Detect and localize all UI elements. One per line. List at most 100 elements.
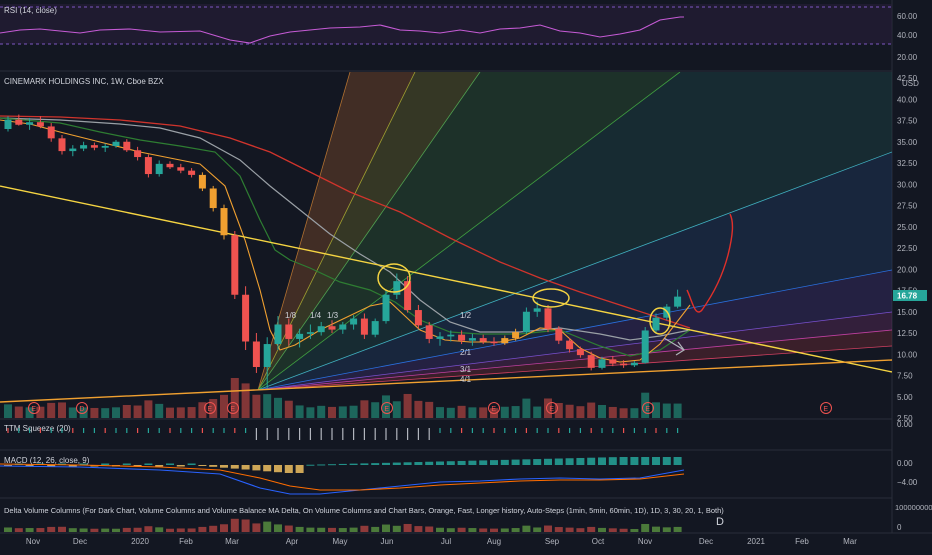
macd-hist-bar [79, 463, 88, 465]
delta-volume-bar [392, 525, 401, 532]
volume-bar [662, 403, 671, 418]
delta-volume-bar [155, 527, 164, 532]
gann-ray-2 [257, 72, 416, 391]
squeeze-pane: TTM Squeeze (20) 0.00 [4, 420, 913, 440]
delta-volume-bar [349, 527, 358, 532]
volume-bar [306, 407, 315, 418]
candle-body [544, 308, 552, 329]
gann-label: 3/1 [460, 365, 472, 374]
earnings-marker-label: E [645, 406, 650, 413]
volume-bar [263, 394, 272, 418]
delta-volume-bar [576, 528, 585, 532]
earnings-marker-label: E [31, 406, 36, 413]
earnings-marker[interactable] [642, 402, 654, 414]
time-tick: Nov [638, 537, 652, 546]
macd-histogram [4, 457, 682, 473]
time-tick: Apr [286, 537, 299, 546]
rsi-tick-20: 20.00 [897, 53, 918, 62]
delta-volume-bar [252, 523, 261, 532]
candle-body [404, 281, 412, 311]
macd-hist-bar [122, 463, 131, 465]
delta-volume-bar [58, 526, 66, 532]
time-tick: Jul [441, 537, 451, 546]
macd-hist-bar [187, 463, 196, 465]
candle-body [587, 355, 595, 368]
gann-label: 1/8 [285, 311, 297, 320]
candle-body [458, 334, 466, 341]
candle-body [512, 332, 520, 339]
volume-bar [500, 406, 509, 418]
candle-body [350, 318, 358, 325]
earnings-marker[interactable] [546, 402, 558, 414]
candle-body [285, 324, 293, 339]
macd-hist-bar [68, 465, 77, 467]
delta-volume-bar [608, 528, 617, 532]
candle-body [36, 122, 44, 127]
candle-body [598, 359, 606, 368]
candle-body [231, 235, 239, 295]
time-tick: Sep [545, 537, 560, 546]
macd-hist-bar [565, 458, 574, 465]
delta-volume-bar [79, 528, 88, 532]
delta-volume-bar [166, 528, 174, 532]
macd-hist-bar [403, 462, 412, 465]
macd-hist-bar [587, 457, 596, 465]
rsi-title: RSI (14, close) [4, 6, 57, 15]
delta-volume-bar [544, 525, 552, 532]
gann-ray-3 [257, 72, 481, 391]
delta-volume-bar [112, 528, 120, 532]
time-tick: Feb [795, 537, 809, 546]
candle-body [209, 188, 217, 209]
highlight-circle-jun [377, 263, 411, 293]
earnings-marker-label: E [207, 406, 212, 413]
volume-bars [4, 378, 682, 418]
volume-bar [338, 406, 347, 418]
projection-path [686, 213, 734, 313]
time-tick: Mar [225, 537, 239, 546]
earnings-marker[interactable] [381, 402, 393, 414]
volume-bar [25, 407, 34, 418]
ma-orange [0, 119, 691, 363]
candle-body [123, 141, 131, 151]
macd-hist-bar [522, 459, 531, 465]
price-tick: 12.50 [897, 329, 918, 338]
macd-hist-bar [500, 459, 509, 465]
volume-bar [479, 407, 488, 418]
volume-bar [349, 405, 358, 418]
delta-volume-bar [101, 528, 110, 532]
time-tick: Nov [26, 537, 40, 546]
volume-bar [446, 407, 455, 418]
earnings-marker[interactable] [820, 402, 832, 414]
delta-volume-bar [533, 527, 542, 532]
last-price-box [893, 290, 927, 301]
candle-body [620, 363, 628, 366]
delta-volume-bars [4, 518, 682, 532]
gann-label: 2/1 [460, 348, 472, 357]
earnings-marker[interactable] [28, 402, 40, 414]
volume-bar [328, 406, 336, 418]
macd-hist-bar [252, 465, 261, 471]
delta-volume-bar [176, 528, 185, 532]
earnings-marker[interactable] [227, 402, 239, 414]
earnings-marker[interactable] [488, 402, 500, 414]
candle-body [80, 145, 88, 149]
macd-tick-0: 0.00 [897, 459, 913, 468]
earnings-marker[interactable] [76, 402, 88, 414]
macd-pane: MACD (12, 26, close, 9) 0.00 −4.00 [0, 456, 918, 495]
macd-hist-bar [457, 460, 466, 465]
earnings-marker[interactable] [204, 402, 216, 414]
candle-body [674, 296, 682, 307]
gann-label: 1/4 [310, 311, 322, 320]
earnings-marker-label: E [549, 406, 554, 413]
candle-body [360, 318, 368, 335]
delta-volume-bar [133, 527, 142, 532]
delta-volume-bar [306, 527, 315, 532]
time-axis: Nov Dec 2020 Feb Mar Apr May Jun Jul Aug Sep Oct Nov… [26, 537, 857, 546]
volume-bar [630, 408, 639, 418]
gann-label: 1/3 [327, 311, 339, 320]
earnings-marker-label: E [823, 406, 828, 413]
delta-volume-bar [241, 519, 250, 532]
delta-volume-bar [511, 528, 520, 532]
volume-bar [392, 401, 401, 418]
